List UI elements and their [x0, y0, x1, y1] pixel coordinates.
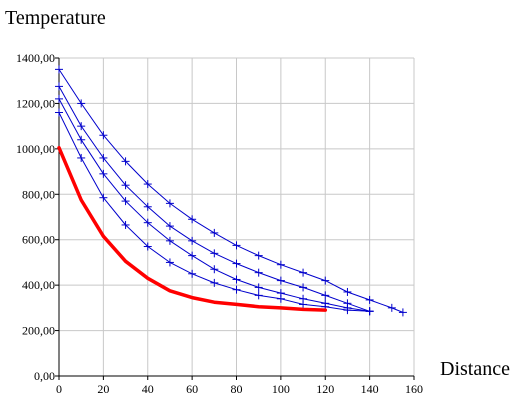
data-point-marker	[343, 287, 352, 296]
data-point-marker	[232, 275, 241, 284]
data-point-marker	[276, 276, 285, 285]
data-point-marker	[210, 249, 219, 258]
data-point-marker	[121, 157, 130, 166]
data-point-marker	[165, 222, 174, 231]
data-point-marker	[143, 218, 152, 227]
x-tick-label: 140	[361, 382, 379, 396]
data-point-marker	[321, 291, 330, 300]
data-point-marker	[254, 251, 263, 260]
data-point-marker	[210, 265, 219, 274]
data-point-marker	[387, 303, 396, 312]
x-tick-label: 160	[405, 382, 423, 396]
y-tick-label: 400,00	[22, 278, 55, 292]
data-point-marker	[99, 131, 108, 140]
data-point-marker	[77, 135, 86, 144]
data-point-marker	[232, 259, 241, 268]
data-point-marker	[299, 300, 308, 309]
y-axis-label: Temperature	[5, 7, 106, 29]
grid	[59, 57, 415, 376]
highlight-series-line	[57, 145, 328, 312]
data-point-marker	[188, 215, 197, 224]
x-tick-label: 100	[272, 382, 290, 396]
data-point-marker	[99, 193, 108, 202]
data-point-marker	[188, 236, 197, 245]
data-point-marker	[77, 122, 86, 131]
data-point-marker	[55, 108, 63, 117]
x-tick-label: 0	[56, 382, 62, 396]
series-line	[58, 85, 371, 312]
data-point-marker	[276, 260, 285, 269]
data-point-marker	[188, 251, 197, 260]
data-point-marker	[55, 94, 63, 103]
data-point-marker	[365, 307, 374, 316]
data-point-marker	[55, 65, 63, 74]
y-tick-label: 200,00	[22, 324, 55, 338]
data-point-marker	[276, 294, 285, 303]
x-tick-label: 80	[231, 382, 243, 396]
data-point-marker	[55, 82, 63, 91]
data-point-marker	[299, 268, 308, 277]
data-point-marker	[232, 241, 241, 250]
data-point-marker	[210, 228, 219, 237]
data-point-marker	[121, 181, 130, 190]
x-tick-label: 120	[316, 382, 334, 396]
data-point-marker	[321, 276, 330, 285]
y-tick-label: 1400,00	[16, 51, 55, 65]
data-point-marker	[99, 153, 108, 162]
series-layer	[55, 65, 407, 317]
x-tick-label: 20	[97, 382, 109, 396]
data-point-marker	[143, 180, 152, 189]
x-tick-label: 60	[186, 382, 198, 396]
x-axis-label: Distance	[440, 358, 510, 380]
y-tick-label: 1200,00	[16, 96, 55, 110]
y-tick-label: 1000,00	[16, 142, 55, 156]
data-point-marker	[299, 283, 308, 292]
data-point-marker	[165, 258, 174, 267]
data-point-marker	[188, 269, 197, 278]
data-point-marker	[143, 202, 152, 211]
data-point-marker	[99, 169, 108, 178]
data-point-marker	[77, 99, 86, 108]
data-point-marker	[143, 242, 152, 251]
data-point-marker	[232, 285, 241, 294]
y-tick-label: 600,00	[22, 233, 55, 247]
data-point-marker	[165, 236, 174, 245]
y-tick-label: 800,00	[22, 187, 55, 201]
data-point-marker	[254, 268, 263, 277]
data-point-marker	[165, 199, 174, 208]
data-point-marker	[77, 153, 86, 162]
series-line	[58, 68, 404, 313]
axes	[55, 57, 415, 380]
data-point-marker	[365, 295, 374, 304]
data-point-marker	[254, 291, 263, 300]
data-point-marker	[398, 308, 407, 317]
data-point-marker	[121, 220, 130, 229]
tick-labels: 0,00 200,00 400,00 600,00 800,00 1000,00 1200,…	[16, 51, 423, 396]
data-point-marker	[343, 306, 352, 315]
data-point-marker	[121, 197, 130, 206]
y-tick-label: 0,00	[34, 369, 55, 383]
data-point-marker	[210, 278, 219, 287]
x-tick-label: 40	[142, 382, 154, 396]
data-point-marker	[254, 283, 263, 292]
